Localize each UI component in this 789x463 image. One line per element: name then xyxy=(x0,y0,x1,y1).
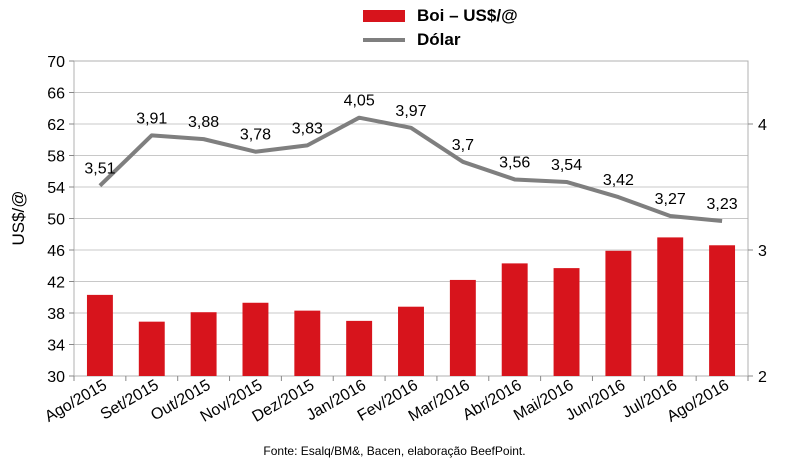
data-label-dolar: 3,54 xyxy=(551,157,582,174)
y2-tick-label: 4 xyxy=(758,117,767,134)
bar-boi xyxy=(605,250,632,376)
data-label-dolar: 3,97 xyxy=(395,103,426,120)
data-label-dolar: 3,42 xyxy=(603,172,634,189)
data-label-dolar: 3,23 xyxy=(707,196,738,213)
y-axis-right: 2 3 4 xyxy=(748,117,767,386)
data-label-dolar: 3,51 xyxy=(84,161,115,178)
source-note: Fonte: Esalq/BM&, Bacen, elaboração Beef… xyxy=(263,444,526,458)
y-tick-label: 66 xyxy=(47,86,65,103)
legend-item-dolar: Dólar xyxy=(363,28,518,52)
legend-label-dolar: Dólar xyxy=(417,30,461,49)
bar-boi xyxy=(501,263,528,376)
y-tick-label: 30 xyxy=(47,369,65,386)
bar-boi xyxy=(190,312,217,376)
y-tick-label: 46 xyxy=(47,243,65,260)
y-tick-label: 38 xyxy=(47,306,65,323)
bar-boi xyxy=(709,245,736,376)
y-tick-label: 42 xyxy=(47,275,65,292)
y-axis-title: US$/@ xyxy=(9,190,28,245)
x-tick-label: Jun/2016 xyxy=(563,377,629,425)
y-tick-label: 54 xyxy=(47,180,65,197)
legend: Boi – US$/@ Dólar xyxy=(363,4,518,52)
x-axis: Ago/2015Set/2015Out/2015Nov/2015Dez/2015… xyxy=(42,376,749,426)
data-label-dolar: 3,91 xyxy=(136,110,167,127)
legend-item-boi: Boi – US$/@ xyxy=(363,4,518,28)
bar-boi xyxy=(86,294,113,376)
bar-boi xyxy=(398,306,424,376)
data-label-dolar: 3,83 xyxy=(292,120,323,137)
data-label-dolar: 3,88 xyxy=(188,114,219,131)
line-path-dolar xyxy=(98,115,723,224)
y-tick-label: 70 xyxy=(47,54,65,71)
data-label-dolar: 3,7 xyxy=(452,137,474,154)
y-tick-label: 58 xyxy=(47,149,65,166)
y2-tick-label: 2 xyxy=(758,369,767,386)
bar-boi xyxy=(657,237,684,376)
bar-boi xyxy=(346,320,373,376)
bar-boi xyxy=(553,268,580,376)
y-tick-label: 50 xyxy=(47,212,65,229)
legend-swatch-boi xyxy=(363,10,405,22)
bar-boi xyxy=(138,321,165,376)
data-label-dolar: 4,05 xyxy=(344,93,375,110)
data-labels-dolar: 3,51 3,91 3,88 3,78 3,83 4,05 3,97 3,7 3,56 3,54 3… xyxy=(84,93,737,213)
line-dolar xyxy=(98,115,723,224)
y-tick-label: 62 xyxy=(47,117,65,134)
y-axis-left: 30 34 38 42 46 50 54 58 62 66 70 xyxy=(47,54,74,386)
bar-boi xyxy=(294,310,321,376)
bar-boi xyxy=(242,302,269,376)
y-tick-label: 34 xyxy=(47,338,65,355)
y2-tick-label: 3 xyxy=(758,243,767,260)
legend-label-boi: Boi – US$/@ xyxy=(417,6,518,25)
bars-boi xyxy=(86,237,736,376)
legend-line-dolar xyxy=(363,38,405,42)
data-label-dolar: 3,27 xyxy=(655,191,686,208)
bar-boi xyxy=(449,279,476,376)
data-label-dolar: 3,78 xyxy=(240,127,271,144)
data-label-dolar: 3,56 xyxy=(499,154,530,171)
